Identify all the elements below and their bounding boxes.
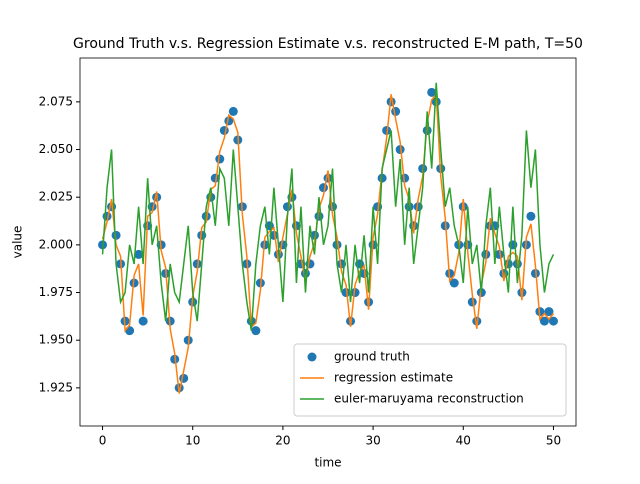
point <box>215 154 225 164</box>
point <box>219 125 229 135</box>
y-axis-label: value <box>11 226 25 259</box>
point <box>427 87 437 97</box>
point <box>526 211 536 221</box>
legend-label: ground truth <box>334 350 410 364</box>
point <box>539 316 549 326</box>
x-tick-label: 40 <box>456 434 471 448</box>
series-line <box>101 92 555 394</box>
chart-title: Ground Truth v.s. Regression Estimate v.… <box>73 36 583 52</box>
y-tick-label: 2.050 <box>39 142 73 156</box>
point <box>449 278 459 288</box>
y-tick-label: 2.025 <box>39 190 73 204</box>
point <box>332 240 342 250</box>
point <box>228 106 238 116</box>
point <box>269 230 279 240</box>
legend-label: euler-maruyama reconstruction <box>334 392 524 406</box>
y-tick-label: 2.075 <box>39 94 73 108</box>
point <box>210 173 220 183</box>
x-tick-label: 20 <box>275 434 290 448</box>
series-line <box>101 82 555 331</box>
point <box>192 259 202 269</box>
point <box>134 249 144 259</box>
legend-box <box>293 343 567 417</box>
point <box>318 183 328 193</box>
y-tick-label: 1.950 <box>39 333 73 347</box>
point <box>251 326 261 336</box>
point <box>341 288 351 298</box>
x-tick-label: 10 <box>185 434 200 448</box>
point <box>548 316 558 326</box>
legend-label: regression estimate <box>334 371 453 385</box>
axes-frame <box>79 57 577 427</box>
point <box>472 316 482 326</box>
point <box>125 326 135 336</box>
plot-area <box>98 82 558 394</box>
x-tick-label: 50 <box>546 434 561 448</box>
point <box>179 373 189 383</box>
point <box>467 297 477 307</box>
point <box>138 316 148 326</box>
point <box>382 125 392 135</box>
point <box>400 173 410 183</box>
point <box>395 145 405 155</box>
point <box>544 307 554 317</box>
legend-marker <box>307 352 317 362</box>
y-tick-label: 1.975 <box>39 285 73 299</box>
point <box>111 230 121 240</box>
x-tick-label: 0 <box>99 434 107 448</box>
y-tick-label: 2.000 <box>39 237 73 251</box>
x-tick-label: 30 <box>365 434 380 448</box>
point <box>300 268 310 278</box>
y-tick-label: 1.925 <box>39 380 73 394</box>
point <box>391 106 401 116</box>
point <box>494 249 504 259</box>
x-axis-label: time <box>314 456 341 470</box>
point <box>350 288 360 298</box>
